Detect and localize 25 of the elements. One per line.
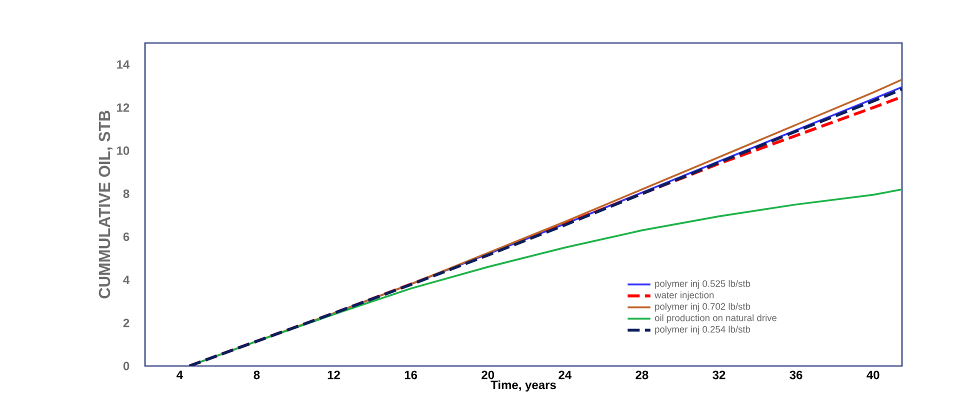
x-tick-label: 20 — [482, 370, 494, 380]
legend-label: polymer inj 0.525 lb/stb — [655, 280, 750, 289]
y-axis-title: CUMMULATIVE OIL, STB — [98, 110, 112, 298]
x-tick-label: 4 — [176, 370, 183, 379]
y-tick-label: 14 — [117, 60, 130, 69]
legend-label: water injection — [654, 292, 714, 300]
x-axis-title: Time, years — [490, 380, 556, 392]
legend-label: oil production on natural drive — [654, 314, 777, 324]
x-tick-label: 12 — [328, 370, 340, 380]
x-tick-label: 16 — [404, 370, 418, 380]
x-tick-label: 28 — [636, 370, 648, 380]
legend-label: polymer inj 0.702 lb/stb — [655, 302, 750, 312]
y-tick-label: 6 — [123, 232, 130, 242]
y-tick-label: 0 — [123, 362, 130, 370]
y-tick-label: 12 — [117, 103, 130, 112]
y-tick-label: 2 — [123, 318, 130, 328]
y-tick-label: 10 — [117, 146, 130, 155]
y-tick-label: 4 — [123, 276, 130, 284]
x-tick-label: 24 — [558, 370, 572, 380]
x-tick-label: 8 — [254, 370, 260, 380]
x-tick-label: 36 — [790, 370, 802, 380]
legend-label: polymer inj 0.254 lb/stb — [655, 326, 750, 334]
y-tick-label: 8 — [123, 189, 130, 198]
x-tick-label: 32 — [712, 370, 726, 380]
x-tick-label: 40 — [866, 370, 880, 380]
